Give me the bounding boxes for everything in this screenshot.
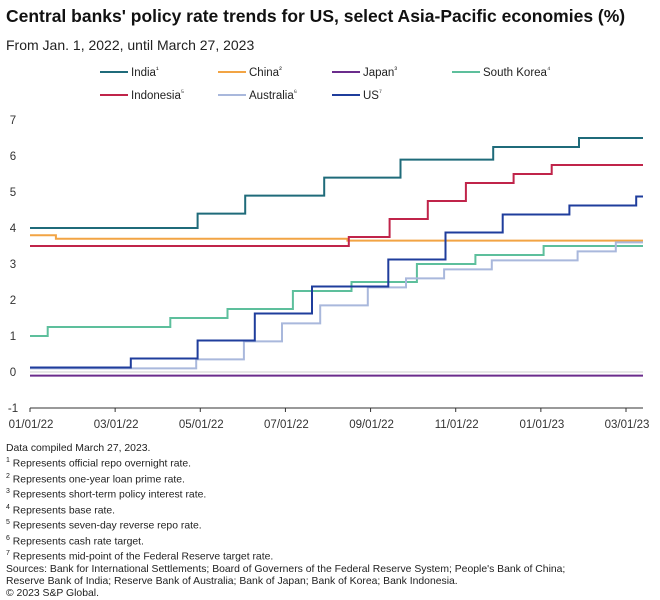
- x-tick-label: 11/01/22: [435, 419, 479, 431]
- footnote-1: 1 Represents official repo overnight rat…: [6, 455, 565, 471]
- y-tick-label: 3: [10, 259, 16, 271]
- chart-subtitle: From Jan. 1, 2022, until March 27, 2023: [6, 37, 255, 53]
- series-line-china: [30, 234, 643, 242]
- series-line-india: [30, 137, 643, 229]
- y-tick-label: 2: [10, 295, 16, 307]
- footnote-mark: 7: [6, 550, 10, 558]
- footnote-text: Represents mid-point of the Federal Rese…: [9, 551, 274, 563]
- footnote-text: Represents one-year loan prime rate.: [9, 474, 185, 486]
- footnote-mark: 4: [6, 503, 10, 511]
- series-line-south-korea: [30, 245, 643, 337]
- series-line-us: [30, 195, 643, 369]
- footnote-3: 3 Represents short-term policy interest …: [6, 486, 565, 502]
- sources-line-1: Sources: Bank for International Settleme…: [6, 564, 566, 576]
- line-chart: India¹ China² Japan³ South Korea⁴ Indonesia⁵…: [8, 65, 650, 431]
- legend-label: Australia⁶: [249, 88, 297, 102]
- y-tick-label: 0: [10, 367, 16, 379]
- footnote-text: Represents short-term policy interest ra…: [9, 489, 207, 501]
- x-tick-label: 03/01/22: [94, 419, 139, 431]
- series-line-indonesia: [30, 164, 643, 247]
- footnote-text: Represents base rate.: [9, 505, 116, 517]
- footnote-text: Represents cash rate target.: [9, 536, 144, 548]
- x-tick-label: 01/01/23: [519, 419, 564, 431]
- series-line-australia: [30, 241, 643, 370]
- y-tick-label: -1: [8, 403, 18, 415]
- footnote-4: 4 Represents base rate.: [6, 502, 565, 518]
- footnotes-list: 1 Represents official repo overnight rat…: [6, 455, 565, 564]
- y-tick-label: 5: [10, 187, 16, 199]
- x-tick-label: 01/01/22: [9, 419, 54, 431]
- footnote-7: 7 Represents mid-point of the Federal Re…: [6, 548, 565, 564]
- y-tick-label: 1: [10, 331, 16, 343]
- footnote-text: Represents seven-day reverse repo rate.: [9, 520, 202, 532]
- footnote-6: 6 Represents cash rate target.: [6, 533, 565, 549]
- y-tick-label: 4: [10, 223, 17, 235]
- x-tick-label: 03/01/23: [605, 419, 650, 431]
- series-lines: [30, 137, 643, 377]
- footnote-text: Represents official repo overnight rate.: [9, 458, 192, 470]
- x-tick-label: 07/01/22: [264, 419, 309, 431]
- footnote-2: 2 Represents one-year loan prime rate.: [6, 471, 565, 487]
- legend-label: China²: [249, 65, 282, 79]
- footnote-mark: 3: [6, 488, 10, 496]
- legend: India¹ China² Japan³ South Korea⁴ Indonesia⁵…: [100, 65, 551, 102]
- legend-label: Indonesia⁵: [131, 88, 184, 102]
- legend-label: Japan³: [363, 65, 397, 79]
- footnote-mark: 1: [6, 457, 10, 465]
- chart-title: Central banks' policy rate trends for US…: [6, 6, 626, 26]
- chart-notes: Data compiled March 27, 2023. 1 Represen…: [6, 443, 565, 600]
- footnote-mark: 5: [6, 519, 10, 527]
- legend-label: India¹: [131, 65, 159, 79]
- axes: -1 0 1 2 3 4 5 6 7 01/01/22 03/01/22 05/01/22 07/01/…: [8, 115, 650, 431]
- footnote-5: 5 Represents seven-day reverse repo rate…: [6, 517, 565, 533]
- y-tick-label: 7: [10, 115, 16, 127]
- compiled-note: Data compiled March 27, 2023.: [6, 443, 151, 454]
- footnote-mark: 2: [6, 472, 10, 480]
- legend-label: South Korea⁴: [483, 65, 551, 79]
- y-tick-label: 6: [10, 151, 16, 163]
- footnote-mark: 6: [6, 534, 10, 542]
- sources-line-2: Reserve Bank of India; Reserve Bank of A…: [6, 576, 458, 588]
- x-tick-label: 09/01/22: [349, 419, 394, 431]
- legend-label: US⁷: [363, 88, 382, 102]
- x-tick-label: 05/01/22: [179, 419, 224, 431]
- copyright: © 2023 S&P Global.: [6, 588, 99, 600]
